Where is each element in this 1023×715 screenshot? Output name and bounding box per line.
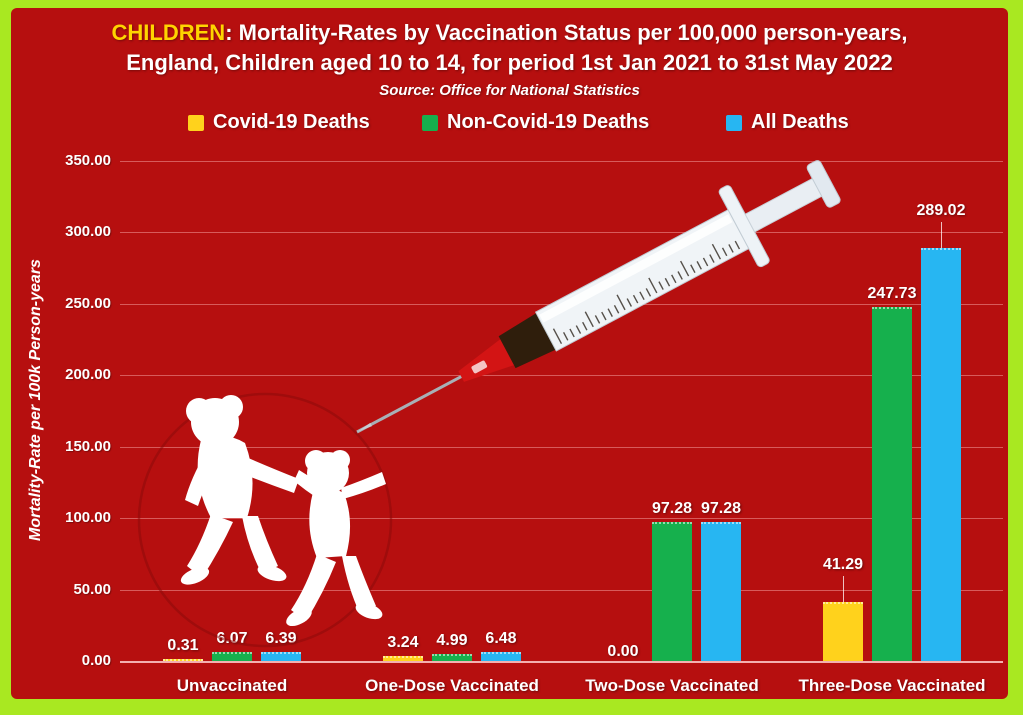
- y-tick-label-50: 50.00: [73, 580, 111, 598]
- bar-covid-19-deaths-1: [383, 656, 423, 661]
- bar-non-covid-19-deaths-0: [212, 652, 252, 661]
- category-label-unvaccinated: Unvaccinated: [176, 676, 288, 695]
- syringe-plunger: [744, 160, 841, 233]
- syringe-illustration: [356, 160, 841, 434]
- bar-all-deaths-3: [921, 248, 961, 661]
- syringe-barrel: [534, 209, 750, 352]
- bar-covid-19-deaths-0: [163, 659, 203, 661]
- syringe-hub: [458, 338, 516, 382]
- legend-item-all-deaths: All Deaths: [726, 111, 849, 134]
- value-label-0-0: 0.31: [167, 637, 199, 654]
- bar-all-deaths-0: [261, 652, 301, 661]
- gridline-0: [120, 661, 1003, 663]
- bar-all-deaths-2: [701, 522, 741, 661]
- value-label-1-1: 4.99: [436, 632, 468, 649]
- bar-non-covid-19-deaths-1: [432, 654, 472, 661]
- legend-label-covid: Covid-19 Deaths: [213, 111, 370, 133]
- category-label-one-dose-vaccinated: One-Dose Vaccinated: [365, 676, 539, 695]
- bar-covid-19-deaths-3: [823, 602, 863, 661]
- title-line-1: CHILDREN: Mortality-Rates by Vaccination…: [11, 18, 1008, 48]
- y-tick-label-300: 300.00: [65, 223, 111, 241]
- running-children-icon: [180, 395, 386, 627]
- value-label-0-3: 41.29: [822, 556, 864, 573]
- legend-swatch-covid-icon: [188, 114, 204, 131]
- legend-item-noncovid-deaths: Non-Covid-19 Deaths: [422, 111, 649, 134]
- value-label-1-3: 247.73: [867, 285, 917, 302]
- legend-item-covid-deaths: Covid-19 Deaths: [188, 111, 370, 134]
- syringe-needle-icon: [356, 371, 469, 434]
- value-label-0-1: 3.24: [387, 634, 419, 651]
- gridline-150: [120, 446, 1003, 448]
- y-tick-label-0: 0.00: [81, 652, 111, 669]
- title-highlight: CHILDREN: [111, 20, 226, 45]
- faint-circle-outline: [137, 392, 393, 648]
- y-tick-label-250: 250.00: [65, 294, 111, 312]
- value-label-1-2: 97.28: [651, 500, 693, 517]
- bar-non-covid-19-deaths-2: [652, 522, 692, 661]
- value-label-2-2: 97.28: [700, 500, 742, 517]
- legend-label-noncovid: Non-Covid-19 Deaths: [447, 111, 650, 133]
- bar-all-deaths-1: [481, 652, 521, 661]
- value-label-0-2: 0.00: [607, 643, 639, 660]
- legend-swatch-noncovid-icon: [422, 114, 438, 131]
- y-tick-label-100: 100.00: [65, 509, 111, 527]
- gridline-300: [120, 232, 1003, 234]
- title-line-2: England, Children aged 10 to 14, for per…: [126, 50, 893, 75]
- gridline-100: [120, 518, 1003, 520]
- y-tick-label-150: 150.00: [65, 437, 111, 455]
- title-rest: : Mortality-Rates by Vaccination Status …: [225, 20, 908, 45]
- category-label-two-dose-vaccinated: Two-Dose Vaccinated: [585, 676, 759, 695]
- gridline-200: [120, 375, 1003, 377]
- chart-canvas: CHILDREN: Mortality-Rates by Vaccination…: [11, 8, 1008, 699]
- gridline-350: [120, 161, 1003, 162]
- y-tick-label-350: 350.00: [65, 152, 111, 169]
- legend-swatch-all-icon: [726, 114, 742, 131]
- source-line: Source: Office for National Statistics: [379, 82, 640, 99]
- legend-label-all: All Deaths: [751, 111, 849, 133]
- children-silhouette: [137, 392, 393, 648]
- y-tick-label-200: 200.00: [65, 366, 111, 384]
- bar-non-covid-19-deaths-3: [872, 307, 912, 661]
- leader-line-2-3: [941, 222, 942, 248]
- title-block: CHILDREN: Mortality-Rates by Vaccination…: [11, 18, 1008, 101]
- category-label-three-dose-vaccinated: Three-Dose Vaccinated: [798, 676, 986, 695]
- value-label-2-3: 289.02: [916, 202, 966, 219]
- gridline-50: [120, 589, 1003, 591]
- value-label-2-1: 6.48: [485, 630, 517, 647]
- leader-line-0-3: [843, 576, 844, 602]
